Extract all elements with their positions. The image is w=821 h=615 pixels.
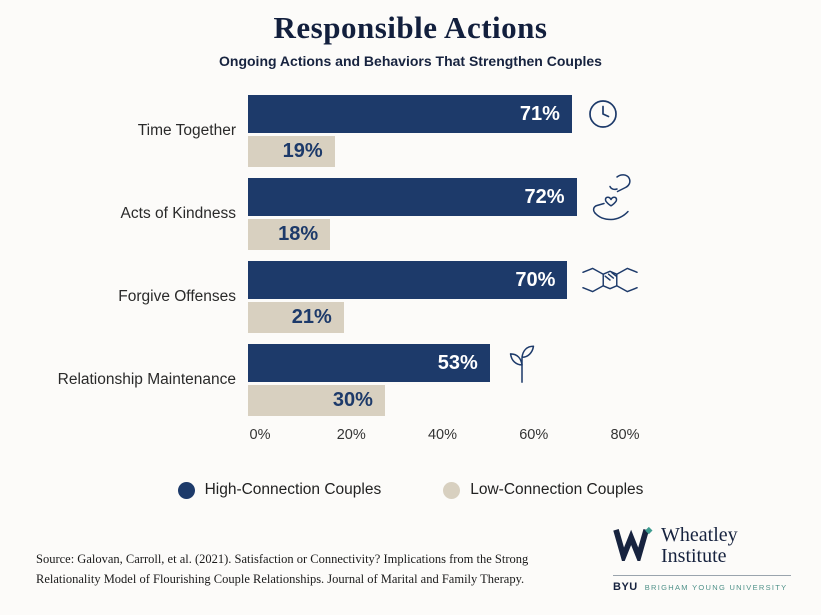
x-axis-tick: 60% bbox=[519, 427, 549, 443]
chart-row-time-together: Time Together 71% 19% bbox=[0, 95, 821, 167]
page-title: Responsible Actions bbox=[273, 10, 548, 45]
x-axis-tick: 80% bbox=[610, 427, 640, 443]
bar-value: 19% bbox=[282, 140, 323, 162]
legend-item-low-connection: Low-Connection Couples bbox=[443, 481, 643, 499]
byu-logo: BYU bbox=[613, 581, 638, 593]
source-citation: Source: Galovan, Carroll, et al. (2021).… bbox=[36, 552, 529, 586]
bar-value: 70% bbox=[515, 268, 556, 291]
bar-value: 18% bbox=[278, 223, 319, 245]
bar-high-connection: 72% bbox=[248, 178, 577, 216]
byu-wordmark: BRIGHAM YOUNG UNIVERSITY bbox=[644, 583, 788, 592]
legend-dot-low bbox=[443, 481, 461, 499]
x-axis: 0% 20% 40% 60% 80% bbox=[250, 427, 640, 449]
bar-value: 53% bbox=[437, 351, 478, 374]
chart-row-relationship-maintenance: Relationship Maintenance 53% bbox=[0, 344, 821, 416]
chart-row-forgive-offenses: Forgive Offenses 70% bbox=[0, 261, 821, 333]
legend-label: Low-Connection Couples bbox=[470, 481, 644, 498]
handshake-icon bbox=[581, 263, 639, 297]
category-label: Acts of Kindness bbox=[120, 205, 236, 222]
wheatley-institute-logo: Wheatley Institute BYU BRIGHAM YOUNG UNI… bbox=[613, 523, 791, 593]
category-label: Relationship Maintenance bbox=[57, 371, 236, 388]
bar-high-connection: 53% bbox=[248, 344, 490, 382]
bar-high-connection: 70% bbox=[248, 261, 568, 299]
hands-heart-icon bbox=[591, 172, 637, 222]
clock-icon bbox=[586, 97, 620, 131]
bar-low-connection: 30% bbox=[248, 385, 385, 416]
category-label: Time Together bbox=[137, 122, 236, 139]
bar-value: 21% bbox=[291, 306, 332, 328]
bar-low-connection: 18% bbox=[248, 219, 331, 250]
logo-divider bbox=[613, 575, 791, 576]
wheatley-w-mark-icon bbox=[613, 526, 653, 566]
legend-dot-high bbox=[177, 481, 195, 499]
chart-row-acts-of-kindness: Acts of Kindness 72% bbox=[0, 174, 821, 250]
logo-line-1: Wheatley bbox=[661, 523, 738, 546]
x-axis-tick: 0% bbox=[249, 427, 271, 443]
bar-value: 71% bbox=[519, 102, 560, 125]
x-axis-tick: 20% bbox=[336, 427, 366, 443]
bar-high-connection: 71% bbox=[248, 95, 572, 133]
logo-line-2: Institute bbox=[661, 545, 727, 568]
bar-low-connection: 19% bbox=[248, 136, 335, 167]
bar-chart: Time Together 71% 19% bbox=[0, 95, 821, 449]
bar-low-connection: 21% bbox=[248, 302, 344, 333]
chart-legend: High-Connection Couples Low-Connection C… bbox=[0, 481, 821, 499]
legend-item-high-connection: High-Connection Couples bbox=[177, 481, 382, 499]
page-subtitle: Ongoing Actions and Behaviors That Stren… bbox=[219, 53, 602, 69]
category-label: Forgive Offenses bbox=[118, 288, 236, 305]
footer: Source: Galovan, Carroll, et al. (2021).… bbox=[0, 523, 821, 615]
x-axis-tick: 40% bbox=[427, 427, 458, 443]
logo-wordmark: Wheatley Institute bbox=[661, 523, 738, 568]
legend-label: High-Connection Couples bbox=[204, 481, 382, 498]
bar-value: 30% bbox=[332, 389, 373, 411]
sprout-icon bbox=[504, 342, 540, 384]
bar-value: 72% bbox=[524, 185, 565, 208]
